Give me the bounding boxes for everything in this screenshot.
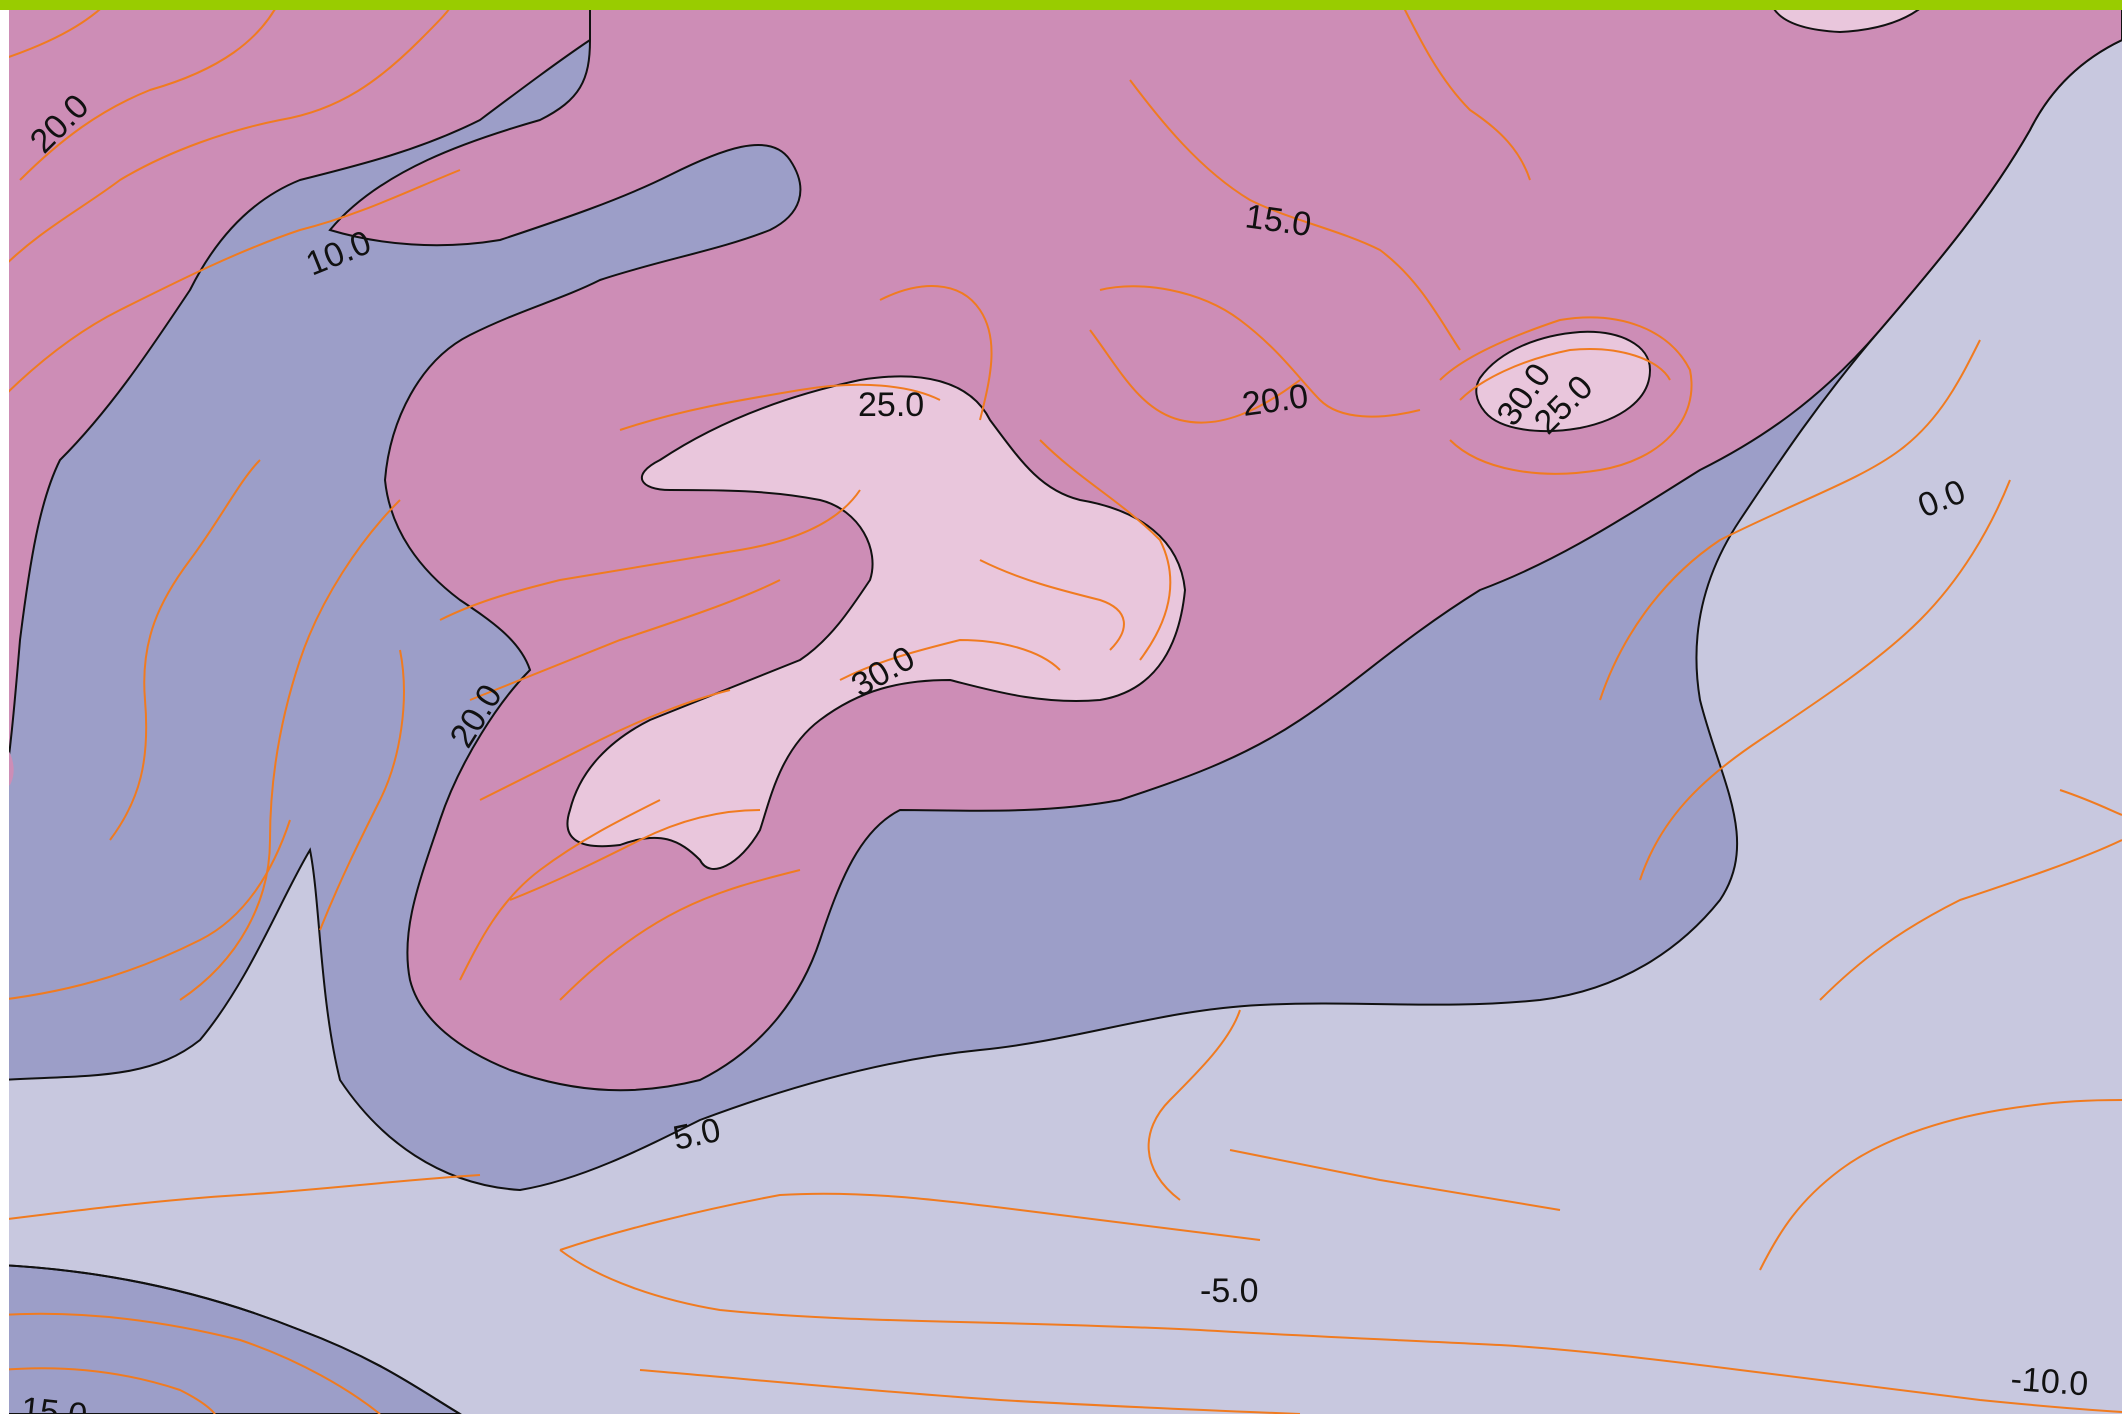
major-contours [0, 1264, 461, 1414]
minor-contour [479, 689, 731, 801]
minor-contour [0, 0, 456, 271]
minor-contour [439, 489, 861, 621]
minor-contour [109, 459, 261, 841]
minor-contour [879, 285, 993, 421]
minor-contour [1499, 1344, 2122, 1413]
minor-contour [619, 383, 941, 431]
minor-contour [1129, 79, 1461, 351]
minor-contour [559, 1249, 1501, 1346]
band-peak-central [566, 375, 1187, 870]
band-high-main [328, 0, 2122, 1092]
contour-label: 15.0 [1243, 197, 1314, 244]
minor-contour [1639, 479, 2011, 881]
minor-contour [0, 819, 291, 1001]
minor-contour [469, 579, 781, 701]
minor-contour [2059, 789, 2122, 816]
minor-contour [0, 1312, 381, 1414]
minor-contour [0, 169, 461, 401]
minor-contour [1229, 1149, 1561, 1211]
minor-contour [319, 649, 405, 931]
contour-label: 15.0 [19, 1390, 89, 1414]
minor-contour [1759, 1099, 2122, 1271]
major-contour [0, 1264, 461, 1414]
minor-contour [509, 809, 761, 901]
minor-contour [179, 499, 401, 1001]
minor-contour [19, 0, 281, 181]
band-peak-right-patch [1475, 330, 1652, 433]
minor-contour [639, 1369, 1301, 1414]
minor-contour [1039, 439, 1172, 661]
minor-contour [0, 1367, 216, 1414]
minor-contour [839, 638, 1061, 681]
band-high-top-left [0, 0, 591, 821]
minor-contour [1099, 285, 1421, 418]
minor-contour [1459, 348, 1671, 401]
minor-contour [0, 1174, 481, 1221]
contour-label: 25.0 [858, 386, 924, 424]
contour-label: 20.0 [1240, 377, 1311, 424]
minor-contour [1599, 339, 1981, 701]
minor-contour [559, 869, 801, 1001]
minor-contour [559, 1192, 1261, 1251]
minor-contour [459, 799, 661, 981]
contour-label: -5.0 [1200, 1272, 1259, 1310]
minor-contour [1399, 0, 1531, 181]
minor-contour [1439, 316, 1693, 475]
minor-contour [979, 559, 1125, 651]
contour-label: -10.0 [2009, 1360, 2089, 1403]
top-frame-bar [0, 0, 2122, 10]
minor-contour [1147, 1009, 1241, 1201]
minor-contour [1819, 839, 2122, 1001]
minor-contour [1089, 329, 1301, 424]
left-frame-edge [0, 0, 9, 1414]
